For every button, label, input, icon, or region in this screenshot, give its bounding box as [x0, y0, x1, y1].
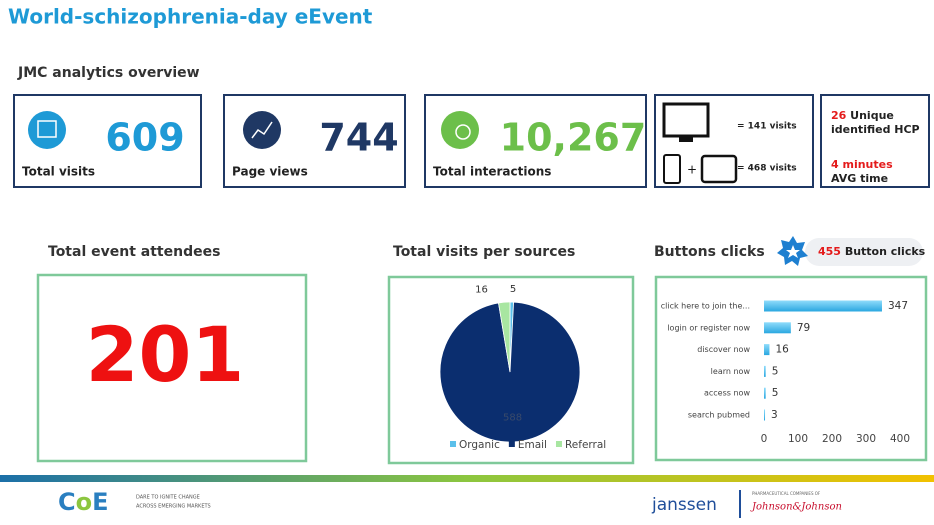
data-label: 3: [771, 409, 778, 421]
hcp-count: 26: [831, 109, 847, 122]
avg-time-label: AVG time: [831, 172, 888, 185]
kpi-card: [654, 94, 814, 188]
badge: [805, 238, 923, 266]
legend-swatch: [508, 441, 515, 447]
footer-band: [0, 475, 934, 482]
badge-text: 455 Button clicks: [818, 245, 926, 258]
pie-slice: [498, 301, 511, 373]
icon: [251, 121, 273, 139]
legend-swatch: [450, 441, 456, 447]
logo: CoE: [58, 488, 109, 516]
bar: [764, 387, 766, 399]
kpi-label: Total interactions: [433, 165, 551, 179]
panel-title: Total event attendees: [48, 244, 220, 260]
icon: [441, 111, 479, 149]
desktop-icon: [662, 102, 710, 138]
icon: [28, 111, 66, 149]
data-label: 16: [475, 284, 488, 295]
kpi-card: [424, 94, 647, 188]
y-tick-label: learn now: [711, 367, 751, 376]
panel: [654, 275, 928, 462]
bar: [764, 409, 766, 421]
panel-title: Buttons clicks: [654, 244, 765, 260]
x-tick-label: 200: [822, 433, 842, 445]
y-tick-label: discover now: [697, 345, 750, 354]
y-tick-label: login or register now: [667, 323, 750, 332]
kpi-label: Total visits: [22, 165, 95, 179]
legend-label: Organic: [459, 439, 500, 451]
hcp-label: Unique: [850, 109, 894, 122]
kpi-value: 744: [319, 116, 398, 160]
device-visits: = 141 visits: [737, 122, 797, 132]
data-label: 347: [888, 300, 908, 312]
device-visits: = 468 visits: [737, 164, 797, 174]
data-label: 588: [503, 412, 522, 423]
data-label: 79: [797, 322, 810, 334]
bar: [764, 344, 770, 356]
page-title: World-schizophrenia-day eEvent: [8, 5, 373, 29]
y-tick-label: access now: [704, 389, 750, 398]
icon: [37, 120, 57, 138]
kpi-card: [13, 94, 202, 188]
avg-time: 4 minutes: [831, 158, 893, 171]
bar: [764, 300, 882, 312]
kpi-card: [820, 94, 930, 188]
panel-title: Total visits per sources: [393, 244, 575, 260]
icon: [243, 111, 281, 149]
legend-swatch: [555, 441, 562, 447]
badge-label: Button clicks: [845, 245, 926, 258]
section-title: JMC analytics overview: [17, 65, 200, 81]
bar-chart: 0 100 200 300 400 click here to join the... 34…: [661, 300, 910, 445]
bar: [764, 322, 791, 334]
tablet-icon: [700, 154, 738, 184]
panel: [36, 273, 308, 463]
legend-label: Email: [518, 439, 547, 451]
pie-chart: 5 588 16 Organic Email Referral: [439, 284, 606, 451]
y-tick-label: click here to join the...: [661, 302, 750, 311]
brand: janssen: [651, 495, 717, 515]
data-label: 5: [510, 284, 516, 295]
x-tick-label: 300: [856, 433, 876, 445]
data-label: 5: [772, 365, 779, 377]
panel: [387, 275, 635, 465]
desktop-icon: [679, 136, 693, 142]
plus: +: [687, 163, 697, 177]
x-tick-label: 0: [761, 433, 768, 445]
tagline: ACROSS EMERGING MARKETS: [136, 504, 211, 510]
badge-value: 455: [818, 245, 841, 258]
kpi-value: 10,267: [500, 116, 647, 160]
data-label: 16: [775, 344, 789, 356]
hcp-text: 26 Unique: [831, 109, 894, 122]
y-tick-label: search pubmed: [688, 411, 750, 420]
bar: [764, 365, 766, 377]
company: Johnson&Johnson: [750, 502, 842, 513]
x-tick-label: 100: [788, 433, 808, 445]
legend-label: Referral: [565, 439, 606, 451]
company-line: PHARMACEUTICAL COMPANIES OF: [752, 491, 821, 496]
hcp-label: identified HCP: [831, 123, 920, 136]
icon: [455, 124, 471, 140]
tagline: DARE TO IGNITE CHANGE: [136, 495, 200, 501]
kpi-card: [223, 94, 406, 188]
data-label: 5: [772, 387, 779, 399]
x-tick-label: 400: [890, 433, 910, 445]
badge-icon: [786, 245, 800, 258]
mobile-icon: [663, 154, 681, 184]
attendees-value: 201: [86, 310, 245, 399]
kpi-label: Page views: [232, 165, 308, 179]
kpi-value: 609: [105, 116, 184, 160]
